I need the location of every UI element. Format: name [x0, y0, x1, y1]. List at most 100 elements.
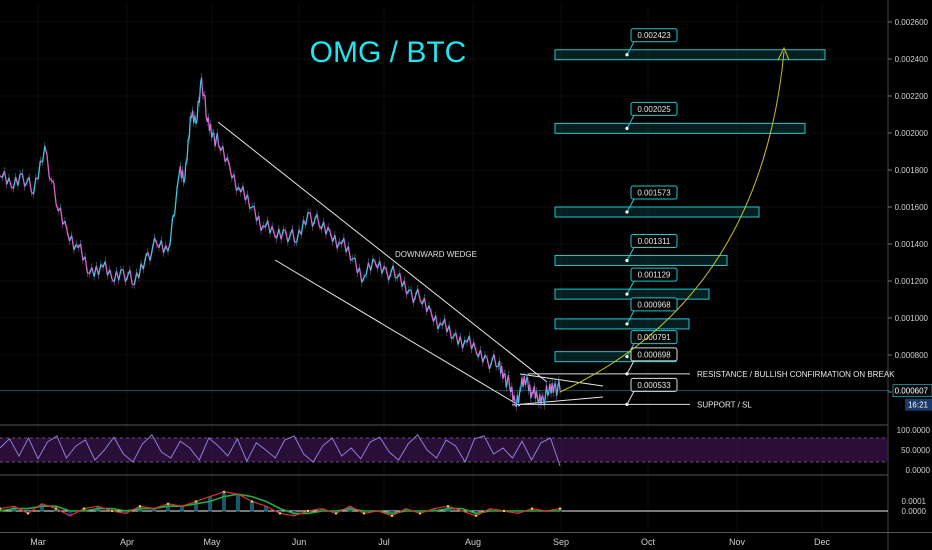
target-label-box — [630, 233, 678, 248]
price-segment — [113, 270, 118, 282]
price-segment — [12, 176, 17, 189]
macd-histogram-bar — [166, 503, 170, 512]
macd-histogram-bar — [530, 508, 534, 512]
target-connector — [626, 280, 635, 295]
price-segment — [484, 354, 488, 360]
price-segment — [46, 155, 50, 178]
price-segment — [399, 273, 403, 288]
level-label: 0.000698 — [637, 350, 671, 359]
pennant-upper-line — [519, 373, 604, 387]
y-tick-label: 0.001000 — [895, 314, 929, 323]
price-segment — [291, 228, 296, 243]
x-tick-label: Jun — [292, 537, 307, 547]
time-axis[interactable]: Mar Apr May Jun Jul Aug Sep Oct Nov Dec — [30, 537, 830, 547]
wedge-lower-line — [274, 259, 521, 407]
macd-dot — [250, 500, 254, 503]
macd-histogram-bar — [264, 506, 268, 512]
target-dot — [625, 210, 629, 214]
price-segment — [361, 277, 365, 283]
macd-histogram-bar — [68, 511, 72, 517]
x-tick-label: Jul — [378, 537, 390, 547]
level-label: 0.000533 — [637, 381, 671, 390]
countdown-badge — [905, 398, 932, 411]
target-dot — [625, 258, 629, 263]
price-segment — [363, 273, 367, 278]
price-segment — [24, 181, 28, 187]
price-segment — [37, 160, 41, 180]
level-label-box — [630, 347, 678, 362]
price-segment — [354, 257, 358, 273]
macd-histogram-bar — [236, 494, 240, 512]
chart-title: OMG / BTC — [310, 36, 467, 69]
macd-dot — [194, 500, 198, 503]
price-segment — [486, 358, 491, 370]
price-segment — [176, 173, 180, 190]
price-segment — [32, 177, 37, 195]
target-label: 0.002423 — [637, 31, 671, 40]
macd-histogram-bar — [40, 503, 44, 512]
target-zone — [554, 206, 760, 218]
price-segment — [260, 225, 264, 231]
price-segment — [473, 342, 477, 352]
macd-pane — [0, 490, 888, 517]
rsi-line — [0, 433, 561, 467]
price-segment — [405, 289, 410, 295]
price-segment — [253, 206, 258, 222]
macd-tick-label: 0.0001 — [902, 497, 927, 506]
macd-dot — [474, 514, 478, 517]
macd-histogram-bar — [152, 508, 156, 512]
price-segment — [450, 336, 455, 340]
price-segment — [87, 272, 90, 275]
macd-histogram-bar — [180, 506, 184, 512]
x-tick-label: Apr — [120, 537, 134, 547]
price-segment — [160, 240, 165, 253]
macd-dot — [26, 512, 30, 515]
macd-histogram-bar — [208, 496, 212, 512]
price-segment — [417, 288, 421, 300]
macd-histogram-bar — [250, 501, 254, 512]
chart-grid — [0, 4, 888, 532]
price-segment — [258, 215, 262, 231]
macd-histogram-bar — [404, 508, 408, 512]
price-segment — [283, 229, 286, 232]
price-segment — [479, 349, 484, 363]
target-connector — [626, 41, 635, 55]
price-segment — [392, 265, 396, 279]
price-segment — [488, 361, 493, 370]
target-label-box — [630, 267, 678, 282]
price-segment — [428, 305, 432, 313]
price-segment — [21, 173, 26, 187]
price-segment — [167, 242, 171, 252]
price-axis[interactable]: 0.002600 0.002400 0.002200 0.002000 0.001800… — [888, 18, 932, 516]
price-segment — [385, 269, 390, 281]
y-tick-label: 0.002600 — [895, 18, 929, 27]
price-segment — [53, 182, 57, 204]
price-segment — [133, 272, 138, 285]
macd-dot — [558, 507, 562, 510]
target-label-box — [630, 28, 678, 43]
macd-dot — [418, 512, 422, 515]
price-segment — [430, 312, 435, 322]
price-segment — [468, 335, 473, 350]
price-segment — [115, 270, 120, 281]
y-tick-label: 0.000800 — [895, 351, 929, 360]
price-segment — [280, 229, 284, 240]
last-price-badge — [892, 384, 932, 398]
macd-dot — [362, 512, 366, 515]
target-zone — [554, 318, 690, 330]
price-segment — [109, 269, 113, 280]
price-segment — [435, 315, 439, 330]
price-segment — [242, 186, 246, 201]
price-segment — [162, 245, 167, 254]
price-segment — [44, 145, 48, 156]
price-segment — [296, 229, 300, 243]
price-segment — [124, 275, 129, 282]
macd-dot — [278, 512, 282, 515]
price-segment — [316, 213, 320, 226]
projection-curve — [559, 51, 785, 393]
price-segment — [228, 166, 233, 179]
price-segment — [222, 146, 226, 162]
price-segment — [17, 173, 21, 186]
price-segment — [437, 322, 441, 330]
price-segment — [493, 354, 497, 367]
